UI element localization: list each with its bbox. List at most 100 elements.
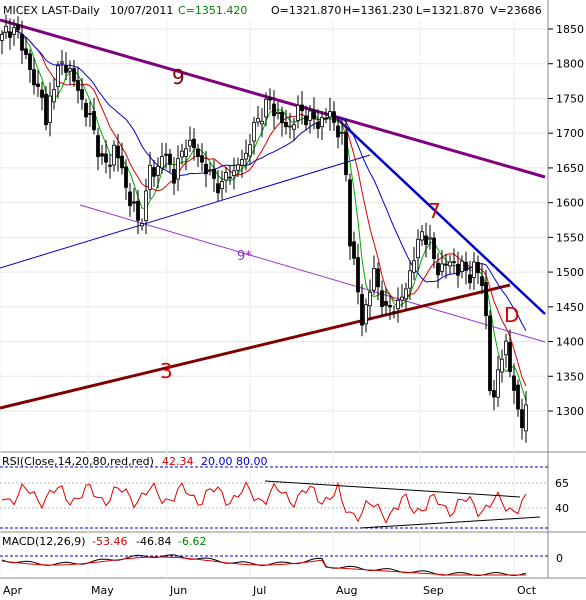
candle-77: [308, 104, 312, 134]
candle-body-73: [292, 124, 296, 130]
candle-body-96: [384, 301, 388, 306]
candle-119: [476, 255, 480, 285]
candle-body-72: [288, 125, 292, 128]
candle-73: [292, 117, 296, 142]
candle-body-70: [280, 111, 284, 124]
candle-body-43: [172, 168, 176, 184]
candle-98: [392, 305, 396, 319]
candle-12: [48, 82, 52, 137]
candle-118: [472, 252, 476, 290]
rsi-upper: 80.00: [236, 455, 268, 468]
candle-23: [92, 97, 96, 135]
candle-body-124: [496, 369, 500, 398]
candle-body-95: [380, 290, 384, 307]
candle-body-93: [372, 268, 376, 291]
candle-body-82: [328, 111, 332, 118]
candle-14: [56, 61, 60, 99]
candle-body-77: [308, 110, 312, 121]
candle-body-86: [344, 131, 348, 176]
candle-71: [284, 109, 288, 135]
candle-65: [260, 108, 264, 138]
candle-67: [268, 88, 272, 111]
candle-97: [388, 295, 392, 320]
candle-56: [224, 166, 228, 193]
candle-24: [96, 127, 100, 171]
candle-112: [448, 255, 452, 275]
candle-66: [264, 92, 268, 127]
candle-113: [452, 248, 456, 274]
candle-47: [188, 126, 192, 152]
candle-body-111: [444, 263, 448, 266]
candle-body-35: [140, 223, 144, 227]
candle-body-55: [220, 181, 224, 189]
annotation-2: 9*: [237, 249, 252, 264]
candle-111: [444, 254, 448, 279]
candle-5: [20, 20, 24, 64]
candle-19: [76, 66, 80, 104]
candle-body-74: [296, 104, 300, 121]
candle-body-26: [104, 153, 108, 163]
candle-99: [396, 287, 400, 323]
annotation-1: 7: [428, 199, 441, 223]
candle-body-117: [468, 274, 472, 284]
candle-48: [192, 128, 196, 161]
candle-body-116: [464, 261, 468, 271]
ma-fast-line: [1, 29, 527, 401]
candle-1: [4, 14, 8, 39]
candle-74: [296, 95, 300, 129]
candle-body-102: [408, 270, 412, 289]
candle-76: [304, 105, 308, 131]
candle-body-22: [88, 113, 92, 115]
candle-body-87: [348, 179, 352, 247]
candle-body-11: [44, 93, 48, 126]
candle-69: [276, 101, 280, 120]
candle-body-7: [28, 53, 32, 70]
candle-13: [52, 78, 56, 110]
candle-33: [132, 188, 136, 212]
candle-44: [176, 145, 180, 191]
candle-body-84: [336, 125, 340, 138]
candle-body-58: [232, 170, 236, 177]
annotation-0: 9: [172, 65, 185, 89]
candle-body-1: [4, 25, 8, 33]
candle-88: [352, 231, 356, 265]
candle-53: [212, 159, 216, 193]
candle-body-59: [236, 164, 240, 171]
candle-108: [432, 232, 436, 269]
candle-body-94: [376, 268, 380, 288]
candle-46: [184, 139, 188, 171]
candle-6: [24, 37, 28, 60]
candle-body-63: [252, 122, 256, 142]
candle-126: [504, 334, 508, 368]
candle-body-76: [304, 115, 308, 126]
y-tick-label-1500: 1500: [556, 266, 584, 279]
candle-body-28: [112, 144, 116, 166]
candle-27: [108, 153, 112, 179]
candle-body-78: [312, 109, 316, 120]
trendline-7: [329, 111, 546, 315]
candle-body-89: [356, 257, 360, 293]
rsi-tick-65: 65: [555, 477, 569, 490]
candle-4: [16, 16, 20, 39]
candle-body-50: [200, 155, 204, 163]
ma-mid-line: [1, 29, 527, 387]
y-tick-label-1750: 1750: [556, 92, 584, 105]
candle-body-57: [228, 176, 232, 179]
rsi-tick-40: 40: [555, 502, 569, 515]
macd-label: MACD(12,26,9): [2, 535, 86, 548]
candle-41: [164, 143, 168, 169]
month-label-Apr: Apr: [3, 584, 23, 597]
candle-100: [400, 284, 404, 308]
candle-body-105: [420, 231, 424, 241]
rsi-panel: [0, 466, 548, 529]
candle-body-80: [320, 117, 324, 128]
candle-110: [440, 250, 444, 277]
candle-body-118: [472, 261, 476, 278]
candle-body-65: [260, 120, 264, 125]
month-label-Aug: Aug: [336, 584, 357, 597]
candle-116: [464, 251, 468, 285]
candle-26: [104, 140, 108, 174]
candle-body-8: [32, 69, 36, 86]
candle-body-31: [124, 166, 128, 188]
